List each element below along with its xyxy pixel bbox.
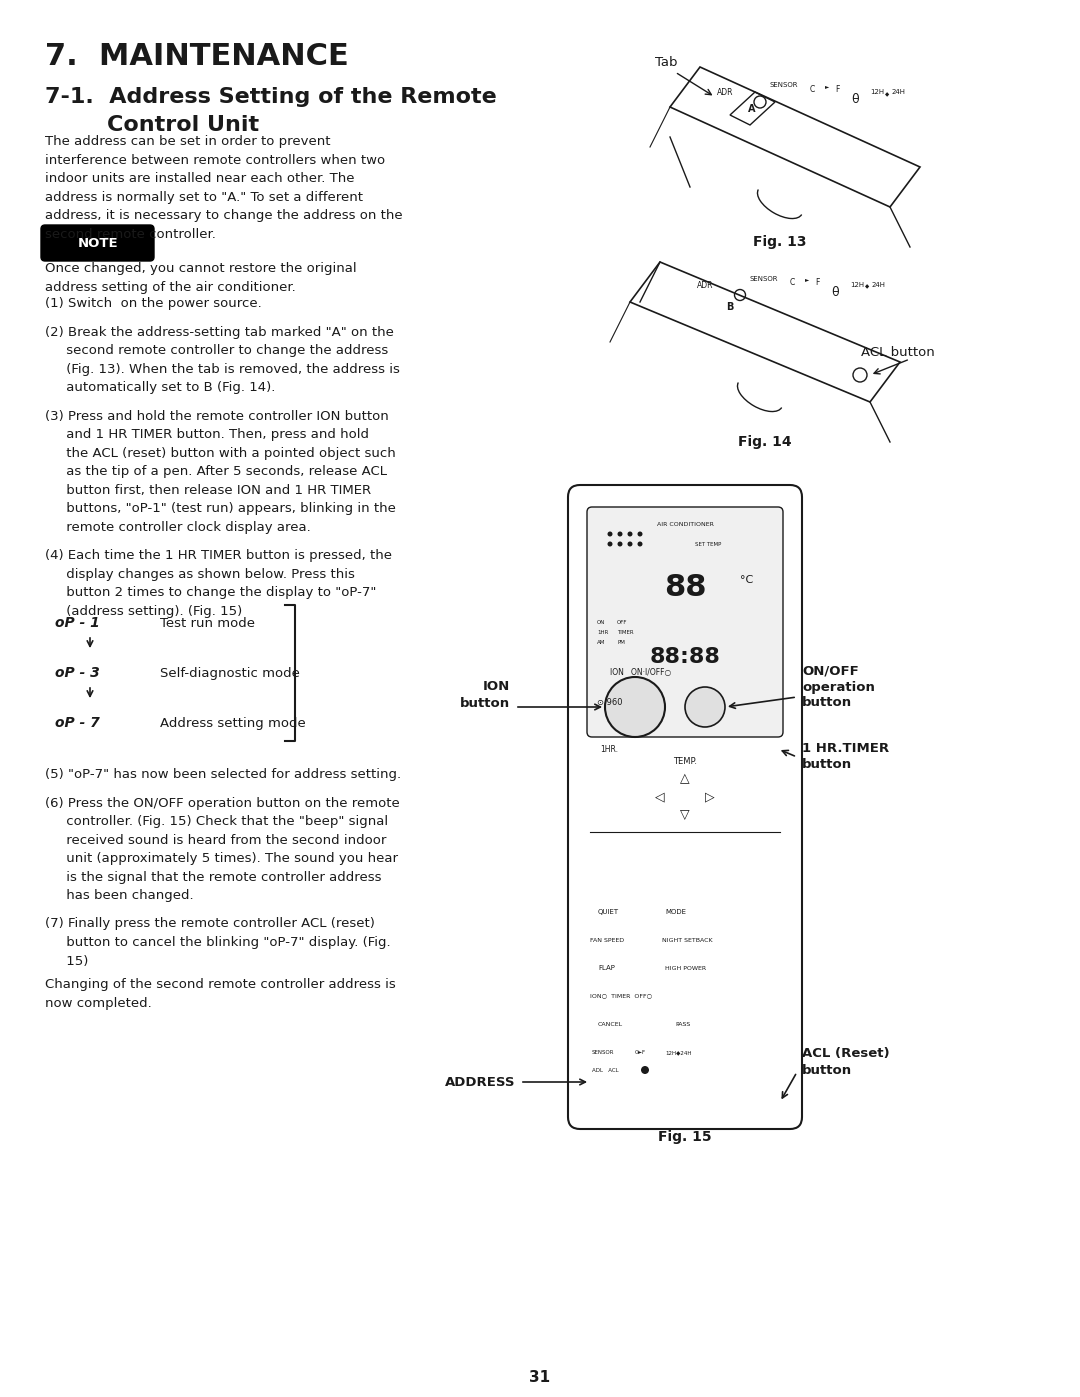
Text: QUIET: QUIET: [598, 909, 619, 915]
Text: ADDRESS: ADDRESS: [445, 1076, 515, 1088]
FancyBboxPatch shape: [41, 225, 154, 261]
Circle shape: [685, 687, 725, 726]
Text: 12H: 12H: [850, 282, 864, 288]
Text: ►: ►: [825, 84, 829, 89]
Circle shape: [637, 531, 643, 536]
Circle shape: [642, 1066, 649, 1074]
Circle shape: [605, 678, 665, 738]
Text: SENSOR: SENSOR: [750, 277, 779, 282]
Text: (1) Switch  on the power source.: (1) Switch on the power source.: [45, 298, 261, 310]
Text: FLAP: FLAP: [598, 965, 615, 971]
Text: Tab: Tab: [654, 56, 677, 68]
Text: F: F: [815, 278, 820, 286]
Text: °C: °C: [740, 576, 753, 585]
Text: C►F: C►F: [635, 1051, 646, 1056]
Circle shape: [607, 531, 612, 536]
Text: Self-diagnostic mode: Self-diagnostic mode: [160, 666, 300, 679]
Text: AM: AM: [597, 640, 606, 644]
Text: ►: ►: [805, 278, 809, 282]
Text: 7.  MAINTENANCE: 7. MAINTENANCE: [45, 42, 349, 71]
Text: FAN SPEED: FAN SPEED: [590, 937, 624, 943]
Text: ACL button: ACL button: [861, 345, 935, 359]
Text: ⊙ 960: ⊙ 960: [597, 697, 622, 707]
Text: θ: θ: [851, 92, 859, 106]
Text: CANCEL: CANCEL: [598, 1021, 623, 1027]
Text: MODE: MODE: [665, 909, 686, 915]
Text: Changing of the second remote controller address is
now completed.: Changing of the second remote controller…: [45, 978, 395, 1010]
Text: NOTE: NOTE: [78, 236, 119, 250]
FancyBboxPatch shape: [568, 485, 802, 1129]
Text: Fig. 15: Fig. 15: [658, 1130, 712, 1144]
Text: ▽: ▽: [680, 809, 690, 821]
Text: TIMER: TIMER: [617, 630, 634, 634]
Text: SET TEMP: SET TEMP: [696, 542, 721, 546]
Text: TEMP.: TEMP.: [673, 757, 697, 767]
Text: ION   ON·I/OFF○: ION ON·I/OFF○: [610, 668, 671, 676]
Text: 31: 31: [529, 1369, 551, 1384]
Text: 24H: 24H: [892, 89, 906, 95]
Text: oP - 1: oP - 1: [55, 616, 99, 630]
Text: ON/OFF
operation
button: ON/OFF operation button: [802, 665, 875, 710]
Text: (2) Break the address-setting tab marked "A" on the
     second remote controlle: (2) Break the address-setting tab marked…: [45, 326, 400, 394]
Circle shape: [607, 542, 612, 546]
Text: ADR: ADR: [697, 281, 713, 289]
Text: SENSOR: SENSOR: [592, 1051, 615, 1056]
Text: (6) Press the ON/OFF operation button on the remote
     controller. (Fig. 15) C: (6) Press the ON/OFF operation button on…: [45, 796, 400, 902]
Text: Test run mode: Test run mode: [160, 616, 255, 630]
Text: 88:88: 88:88: [649, 647, 720, 666]
Text: ◆: ◆: [865, 285, 869, 289]
Text: Address setting mode: Address setting mode: [160, 717, 306, 729]
Text: Fig. 14: Fig. 14: [739, 434, 792, 448]
Text: 1HR: 1HR: [597, 630, 608, 634]
Text: (4) Each time the 1 HR TIMER button is pressed, the
     display changes as show: (4) Each time the 1 HR TIMER button is p…: [45, 549, 392, 617]
Text: (3) Press and hold the remote controller ION button
     and 1 HR TIMER button. : (3) Press and hold the remote controller…: [45, 409, 396, 534]
Text: ION
button: ION button: [460, 680, 510, 710]
Text: SENSOR: SENSOR: [770, 82, 798, 88]
Text: 1 HR.TIMER
button: 1 HR.TIMER button: [802, 742, 889, 771]
Circle shape: [618, 531, 622, 536]
Text: 88: 88: [664, 573, 706, 602]
Text: Once changed, you cannot restore the original
address setting of the air conditi: Once changed, you cannot restore the ori…: [45, 263, 356, 293]
Text: 24H: 24H: [872, 282, 886, 288]
Text: F: F: [835, 84, 839, 94]
Text: NIGHT SETBACK: NIGHT SETBACK: [662, 937, 713, 943]
Text: ACL (Reset)
button: ACL (Reset) button: [802, 1048, 890, 1077]
Text: OFF: OFF: [617, 619, 627, 624]
Circle shape: [618, 542, 622, 546]
Circle shape: [637, 542, 643, 546]
Text: (7) Finally press the remote controller ACL (reset)
     button to cancel the bl: (7) Finally press the remote controller …: [45, 918, 391, 968]
Text: θ: θ: [832, 285, 839, 299]
Text: ION○  TIMER  OFF○: ION○ TIMER OFF○: [590, 993, 652, 999]
Text: ON: ON: [597, 619, 606, 624]
Text: 12H: 12H: [870, 89, 885, 95]
Text: C: C: [810, 84, 815, 94]
Circle shape: [627, 531, 633, 536]
Text: ADR: ADR: [717, 88, 733, 96]
Text: 7-1.  Address Setting of the Remote
        Control Unit: 7-1. Address Setting of the Remote Contr…: [45, 87, 497, 136]
Text: PASS: PASS: [675, 1021, 690, 1027]
Text: ◆: ◆: [885, 92, 889, 98]
FancyBboxPatch shape: [588, 507, 783, 738]
Text: ◁: ◁: [656, 791, 665, 803]
Text: C: C: [789, 278, 795, 286]
Text: 12H◆24H: 12H◆24H: [665, 1051, 691, 1056]
Text: A: A: [748, 103, 756, 115]
Text: ADL   ACL: ADL ACL: [592, 1067, 619, 1073]
Text: △: △: [680, 773, 690, 785]
Text: (5) "oP-7" has now been selected for address setting.: (5) "oP-7" has now been selected for add…: [45, 768, 401, 781]
Circle shape: [627, 542, 633, 546]
Text: B: B: [727, 302, 733, 312]
Text: oP - 7: oP - 7: [55, 717, 99, 731]
Text: 1HR.: 1HR.: [600, 745, 618, 753]
Text: HIGH POWER: HIGH POWER: [665, 965, 706, 971]
Text: The address can be set in order to prevent
interference between remote controlle: The address can be set in order to preve…: [45, 136, 403, 240]
Text: PM: PM: [617, 640, 625, 644]
Text: oP - 3: oP - 3: [55, 666, 99, 680]
Text: Fig. 13: Fig. 13: [753, 235, 807, 249]
Text: AIR CONDITIONER: AIR CONDITIONER: [657, 522, 714, 527]
Text: ▷: ▷: [705, 791, 715, 803]
